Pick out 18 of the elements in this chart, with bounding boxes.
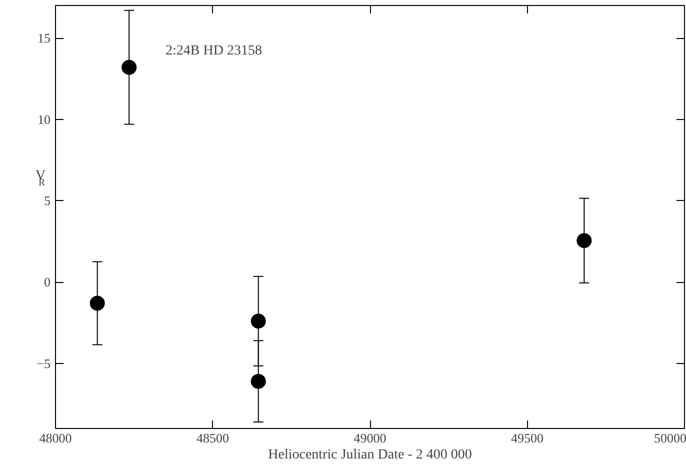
y-tick-label: 5 (44, 193, 50, 208)
x-tick-label: 48500 (196, 430, 229, 446)
point (576, 233, 592, 248)
point (250, 374, 266, 389)
x-tick-label: 50000 (654, 430, 686, 446)
y-tick-label: 0 (44, 274, 50, 290)
x-axis-title: Heliocentric Julian Date - 2 400 000 (268, 448, 472, 462)
x-tick-label: 49000 (354, 430, 386, 446)
annotation: 2:24B HD 23158 (166, 44, 262, 58)
x-tick-label: 49500 (511, 430, 544, 446)
y-tick-label: 10 (38, 112, 50, 127)
y-tick-label: 15 (38, 30, 50, 46)
point (122, 60, 137, 75)
point (90, 296, 105, 311)
point (250, 314, 266, 329)
y-axis-title: VR (36, 168, 46, 188)
y-tick-label: −5 (36, 356, 51, 371)
x-tick-label: 48000 (39, 430, 72, 446)
